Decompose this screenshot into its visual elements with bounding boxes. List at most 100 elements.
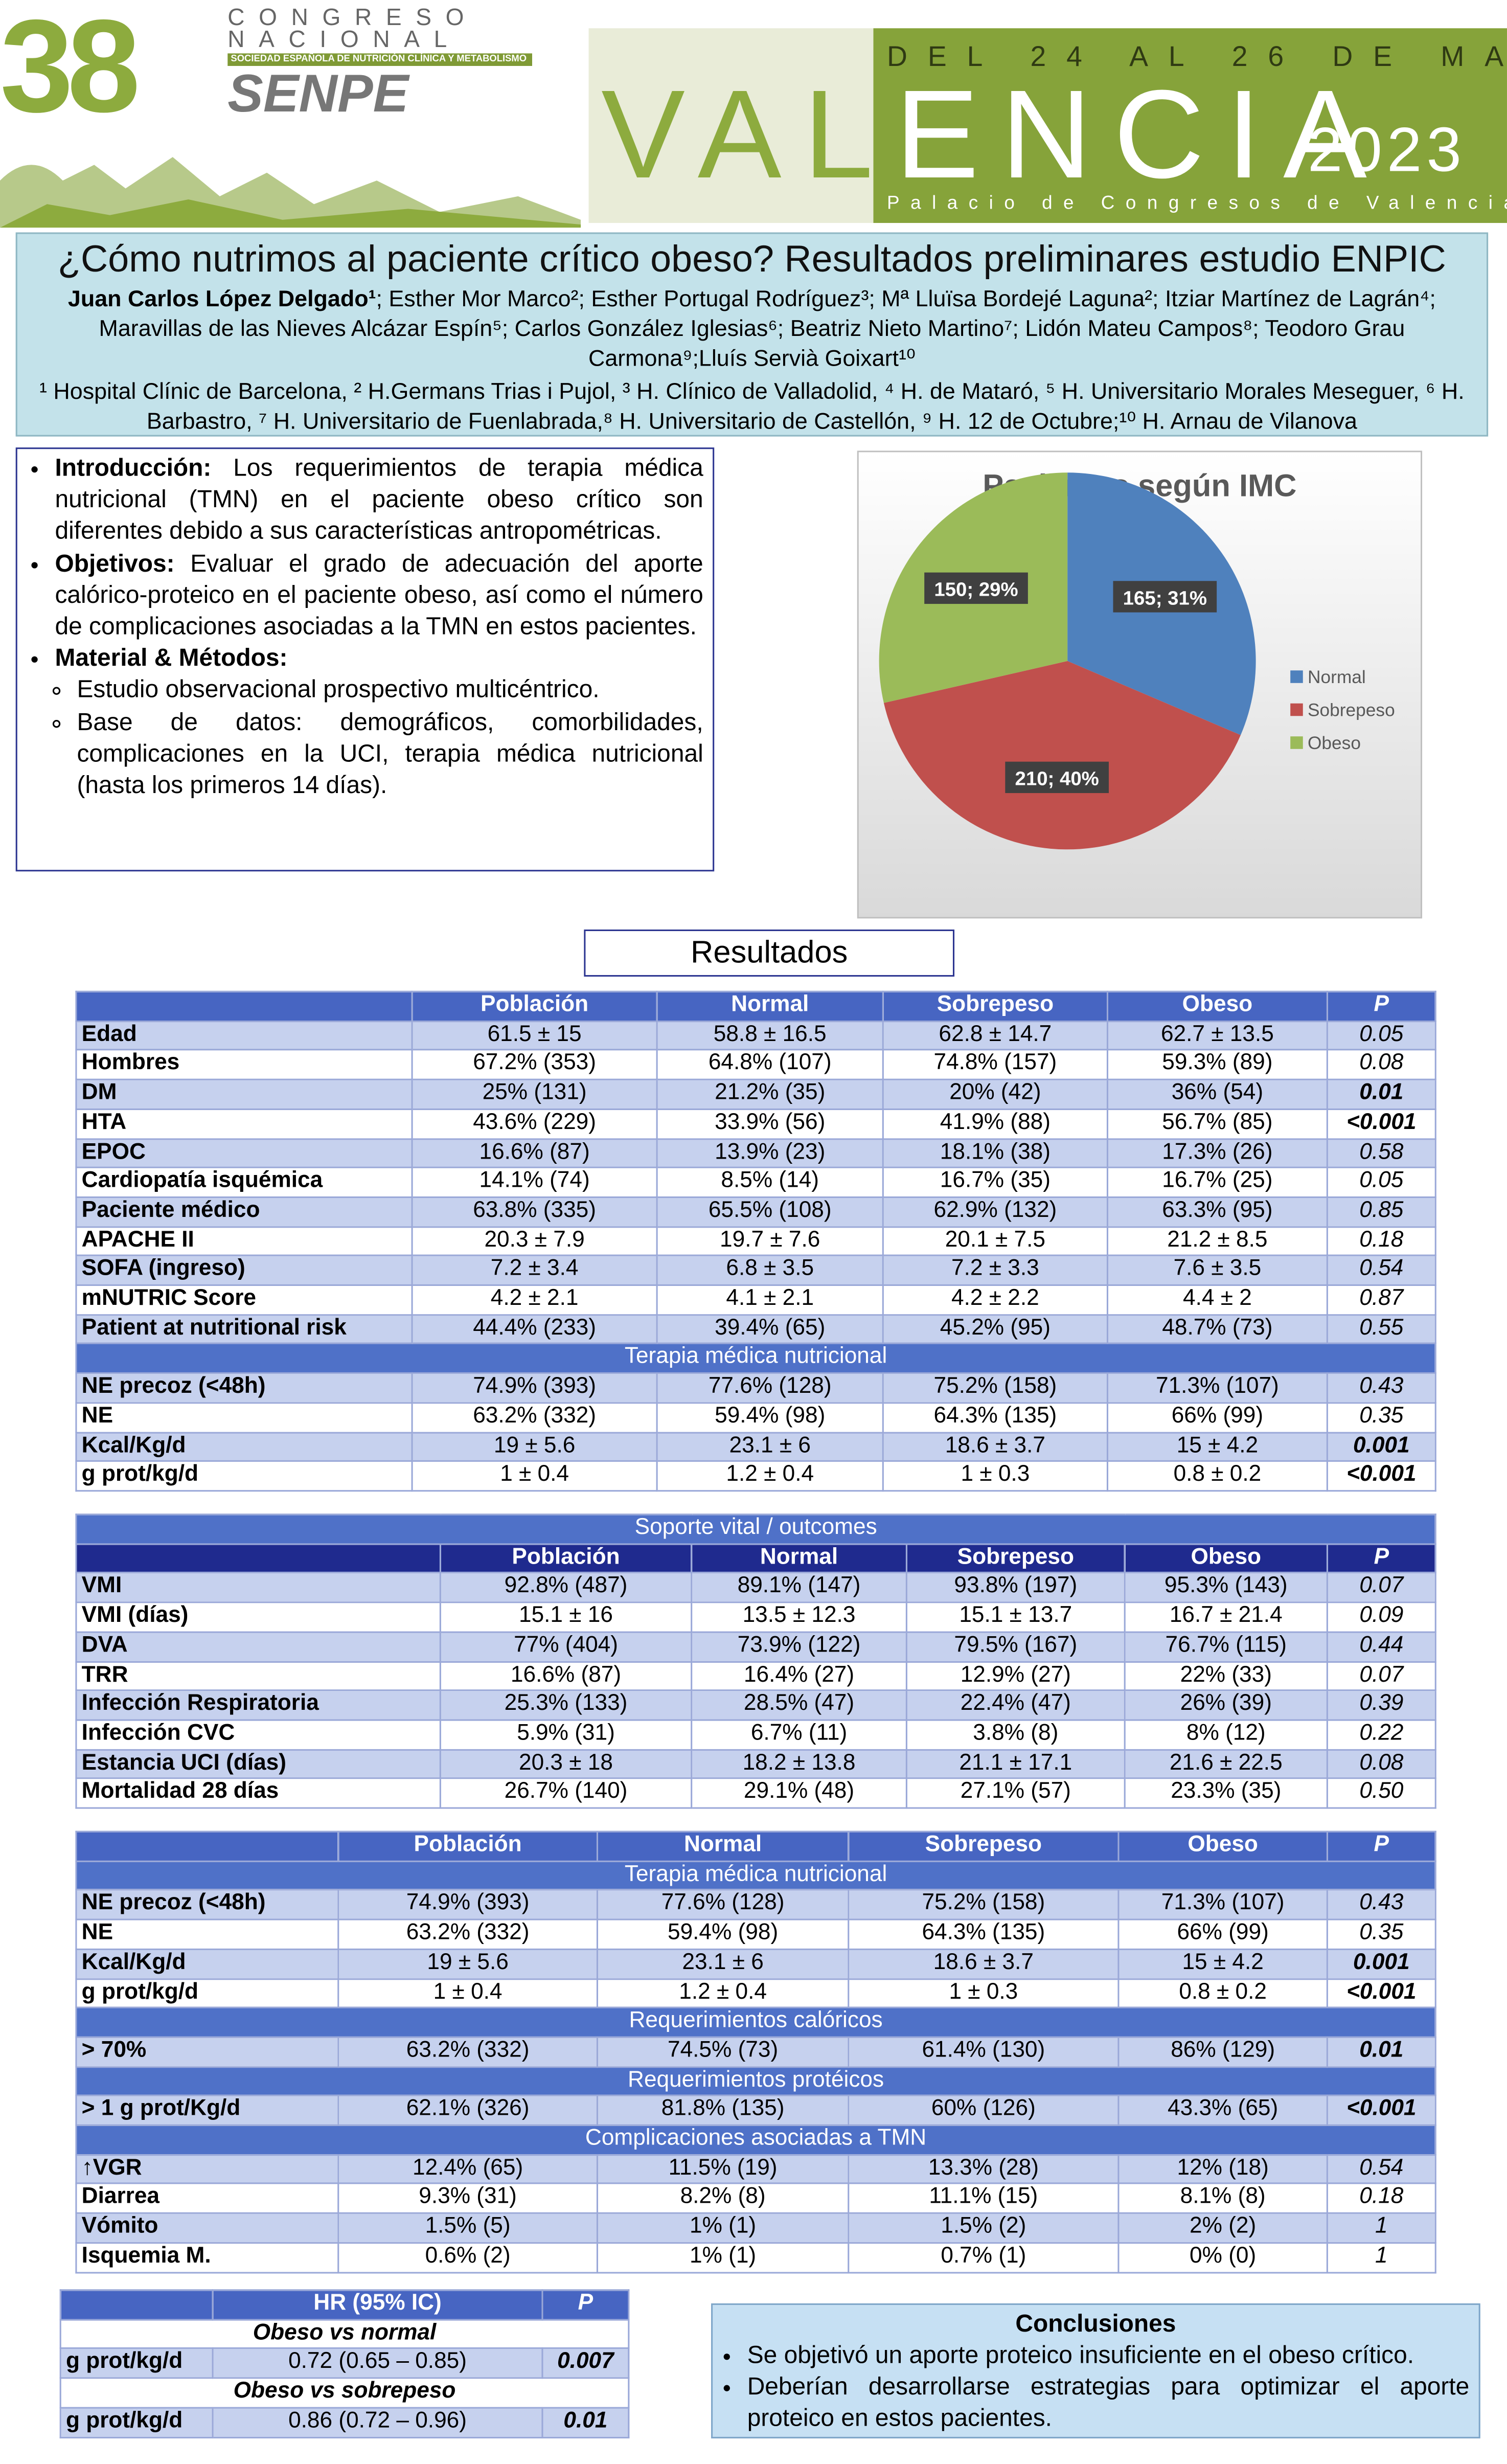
table-cell: 21.1 ± 17.1 — [905, 1748, 1126, 1780]
table-cell: 19 ± 5.6 — [337, 1948, 598, 1979]
row-label: Infección CVC — [75, 1719, 441, 1750]
table-cell: 5.9% (31) — [439, 1719, 693, 1750]
table-cell: 23.1 ± 6 — [596, 1948, 850, 1979]
table-row: NE 63.2% (332) 59.4% (98) 64.3% (135) 66% (9… — [75, 1918, 1436, 1950]
header-cell: HR (95% IC) — [212, 2289, 543, 2320]
table-cell: 58.8 ± 16.5 — [656, 1020, 884, 1051]
p-value: 0.05 — [1326, 1020, 1436, 1051]
banner: DEL 24 AL 26 DE MAYO VALENCIA 2023 Palac… — [588, 28, 1507, 223]
table-row: Mortalidad 28 días 26.7% (140) 29.1% (48) 2… — [75, 1778, 1436, 1809]
legend-label: Obeso — [1308, 733, 1361, 753]
table-row: Patient at nutritional risk 44.4% (233) 39… — [75, 1314, 1436, 1345]
section-title: Obeso vs sobrepeso — [59, 2377, 630, 2409]
p-value: 0.09 — [1326, 1601, 1436, 1633]
table-cell: 0.72 (0.65 – 0.85) — [212, 2348, 543, 2379]
row-label: NE precoz (<48h) — [75, 1889, 339, 1920]
table-cell: 74.9% (393) — [411, 1372, 658, 1404]
row-label: mNUTRIC Score — [75, 1284, 413, 1316]
p-value: 1 — [1326, 2242, 1436, 2273]
table-cell: 0.6% (2) — [337, 2242, 598, 2273]
p-value: 0.87 — [1326, 1284, 1436, 1316]
table-cell: 4.2 ± 2.2 — [882, 1284, 1108, 1316]
table-header-row: Población Normal Sobrepeso Obeso P — [75, 990, 1436, 1022]
header-cell: Obeso — [1124, 1543, 1328, 1574]
table-cell: 7.2 ± 3.3 — [882, 1255, 1108, 1286]
p-value: 0.18 — [1326, 2183, 1436, 2214]
table-cell: 14.1% (74) — [411, 1167, 658, 1198]
logo-society: SOCIEDAD ESPAÑOLA DE NUTRICIÓN CLÍNICA Y… — [227, 53, 533, 66]
table-title-row: Soporte vital / outcomes — [75, 1513, 1436, 1545]
header-cell: Población — [439, 1543, 693, 1574]
p-value: 0.35 — [1326, 1401, 1436, 1433]
banner-venue: Palacio de Congresos de Valencia — [887, 191, 1507, 214]
table-cell: 0.8 ± 0.2 — [1106, 1460, 1328, 1492]
section-title: Obeso vs normal — [59, 2318, 630, 2350]
table-row: DM 25% (131) 21.2% (35) 20% (42) 36% (54) 0.0… — [75, 1078, 1436, 1110]
table-row: DVA 77% (404) 73.9% (122) 79.5% (167) 76.7% … — [75, 1631, 1436, 1662]
table-cell: 1.2 ± 0.4 — [656, 1460, 884, 1492]
table-row: NE precoz (<48h) 74.9% (393) 77.6% (128) 75… — [75, 1372, 1436, 1404]
table-cell: 1% (1) — [596, 2242, 850, 2273]
decor-skyline — [0, 157, 581, 228]
table-cell: 71.3% (107) — [1117, 1889, 1328, 1920]
table-cell: 61.5 ± 15 — [411, 1020, 658, 1051]
table-cell: 13.3% (28) — [848, 2154, 1120, 2185]
table-cell: 1% (1) — [596, 2212, 850, 2244]
table-cell: 11.1% (15) — [848, 2183, 1120, 2214]
table-cell: 79.5% (167) — [905, 1631, 1126, 1662]
table-cell: 1.2 ± 0.4 — [596, 1977, 850, 2009]
p-value: 0.01 — [1326, 2036, 1436, 2068]
row-label: TRR — [75, 1660, 441, 1691]
section-title: Requerimientos calóricos — [75, 2007, 1436, 2038]
intro-heading: Objetivos: — [55, 550, 175, 577]
table-cell: 19.7 ± 7.6 — [656, 1226, 884, 1257]
row-label: Hombres — [75, 1049, 413, 1081]
row-label: Diarrea — [75, 2183, 339, 2214]
p-value: <0.001 — [1326, 1108, 1436, 1139]
table-row: g prot/kg/d 1 ± 0.4 1.2 ± 0.4 1 ± 0.3 0.8 ± … — [75, 1977, 1436, 2009]
table-cell: 67.2% (353) — [411, 1049, 658, 1081]
header-cell: Población — [337, 1830, 598, 1862]
table-cell: 62.8 ± 14.7 — [882, 1020, 1108, 1051]
table-cell: 77% (404) — [439, 1631, 693, 1662]
intro-text: Los requerimientos de terapia médica nut… — [55, 455, 703, 546]
intro-subitem: Estudio observacional prospectivo multic… — [77, 676, 703, 708]
table-cell: 17.3% (26) — [1106, 1137, 1328, 1169]
p-value: 0.007 — [541, 2348, 630, 2379]
section-title: Terapia médica nutricional — [75, 1860, 1436, 1891]
table-cell: 0% (0) — [1117, 2242, 1328, 2273]
table-row: > 1 g prot/Kg/d 62.1% (326) 81.8% (135) 60%… — [75, 2095, 1436, 2126]
header-cell: Población — [411, 990, 658, 1022]
p-value: 0.01 — [541, 2406, 630, 2438]
table-row: EPOC 16.6% (87) 13.9% (23) 18.1% (38) 17.3% … — [75, 1137, 1436, 1169]
conclusions-title: Conclusiones — [1015, 2311, 1176, 2338]
table-row: Estancia UCI (días) 20.3 ± 18 18.2 ± 13.8 2… — [75, 1748, 1436, 1780]
row-label: > 70% — [75, 2036, 339, 2068]
intro-list: Introducción: Los requerimientos de tera… — [30, 454, 703, 802]
table-cell: 8.1% (8) — [1117, 2183, 1328, 2214]
table-cell: 19 ± 5.6 — [411, 1431, 658, 1462]
table-cell: 8.2% (8) — [596, 2183, 850, 2214]
table-cell: 89.1% (147) — [691, 1572, 907, 1603]
table-cell: 71.3% (107) — [1106, 1372, 1328, 1404]
table-row: VMI (días) 15.1 ± 16 13.5 ± 12.3 15.1 ± 13.… — [75, 1601, 1436, 1633]
table-header-row: Población Normal Sobrepeso Obeso P — [75, 1543, 1436, 1574]
row-label: g prot/kg/d — [59, 2406, 214, 2438]
banner-dates: DEL 24 AL 26 DE MAYO — [887, 40, 1507, 73]
table-cell: 16.7% (35) — [882, 1167, 1108, 1198]
row-label: APACHE II — [75, 1226, 413, 1257]
table-row: APACHE II 20.3 ± 7.9 19.7 ± 7.6 20.1 ± 7.5 2… — [75, 1226, 1436, 1257]
row-label: Infección Respiratoria — [75, 1689, 441, 1721]
table-cell: 18.6 ± 3.7 — [882, 1431, 1108, 1462]
table-cell: 43.6% (229) — [411, 1108, 658, 1139]
table-cell: 95.3% (143) — [1124, 1572, 1328, 1603]
data-table: Población Normal Sobrepeso Obeso P Terapia mé… — [75, 1830, 1436, 2273]
p-value: 0.08 — [1326, 1748, 1436, 1780]
table-row: NE precoz (<48h) 74.9% (393) 77.6% (128) 75… — [75, 1889, 1436, 1920]
row-label: EPOC — [75, 1137, 413, 1169]
table-body: HR (95% IC) P Obeso vs normal g prot/kg/d 0.… — [59, 2289, 630, 2438]
table-cell: 41.9% (88) — [882, 1108, 1108, 1139]
header-cell: P — [1326, 990, 1436, 1022]
